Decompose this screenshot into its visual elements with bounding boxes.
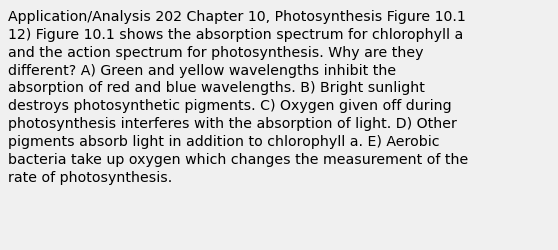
Text: Application/Analysis 202 Chapter 10, Photosynthesis Figure 10.1
12) Figure 10.1 : Application/Analysis 202 Chapter 10, Pho… <box>8 10 468 184</box>
